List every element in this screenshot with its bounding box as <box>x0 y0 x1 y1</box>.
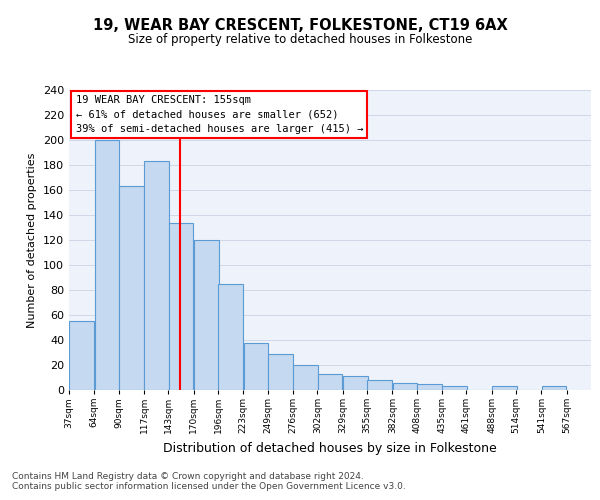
Bar <box>268 354 293 390</box>
Bar <box>169 222 193 390</box>
Bar <box>392 382 418 390</box>
Bar <box>119 186 143 390</box>
Text: Contains public sector information licensed under the Open Government Licence v3: Contains public sector information licen… <box>12 482 406 491</box>
Bar <box>95 140 119 390</box>
Text: Contains HM Land Registry data © Crown copyright and database right 2024.: Contains HM Land Registry data © Crown c… <box>12 472 364 481</box>
Bar <box>343 376 368 390</box>
Bar <box>492 386 517 390</box>
Bar <box>367 380 392 390</box>
Bar <box>542 386 566 390</box>
Bar <box>317 374 343 390</box>
Bar <box>417 384 442 390</box>
Text: 19 WEAR BAY CRESCENT: 155sqm
← 61% of detached houses are smaller (652)
39% of s: 19 WEAR BAY CRESCENT: 155sqm ← 61% of de… <box>76 95 363 134</box>
Bar <box>293 365 318 390</box>
Bar <box>144 161 169 390</box>
Bar <box>69 322 94 390</box>
Y-axis label: Number of detached properties: Number of detached properties <box>28 152 37 328</box>
Bar <box>244 342 268 390</box>
X-axis label: Distribution of detached houses by size in Folkestone: Distribution of detached houses by size … <box>163 442 497 454</box>
Bar <box>218 284 243 390</box>
Text: 19, WEAR BAY CRESCENT, FOLKESTONE, CT19 6AX: 19, WEAR BAY CRESCENT, FOLKESTONE, CT19 … <box>92 18 508 32</box>
Bar <box>442 386 467 390</box>
Bar <box>194 240 218 390</box>
Text: Size of property relative to detached houses in Folkestone: Size of property relative to detached ho… <box>128 32 472 46</box>
